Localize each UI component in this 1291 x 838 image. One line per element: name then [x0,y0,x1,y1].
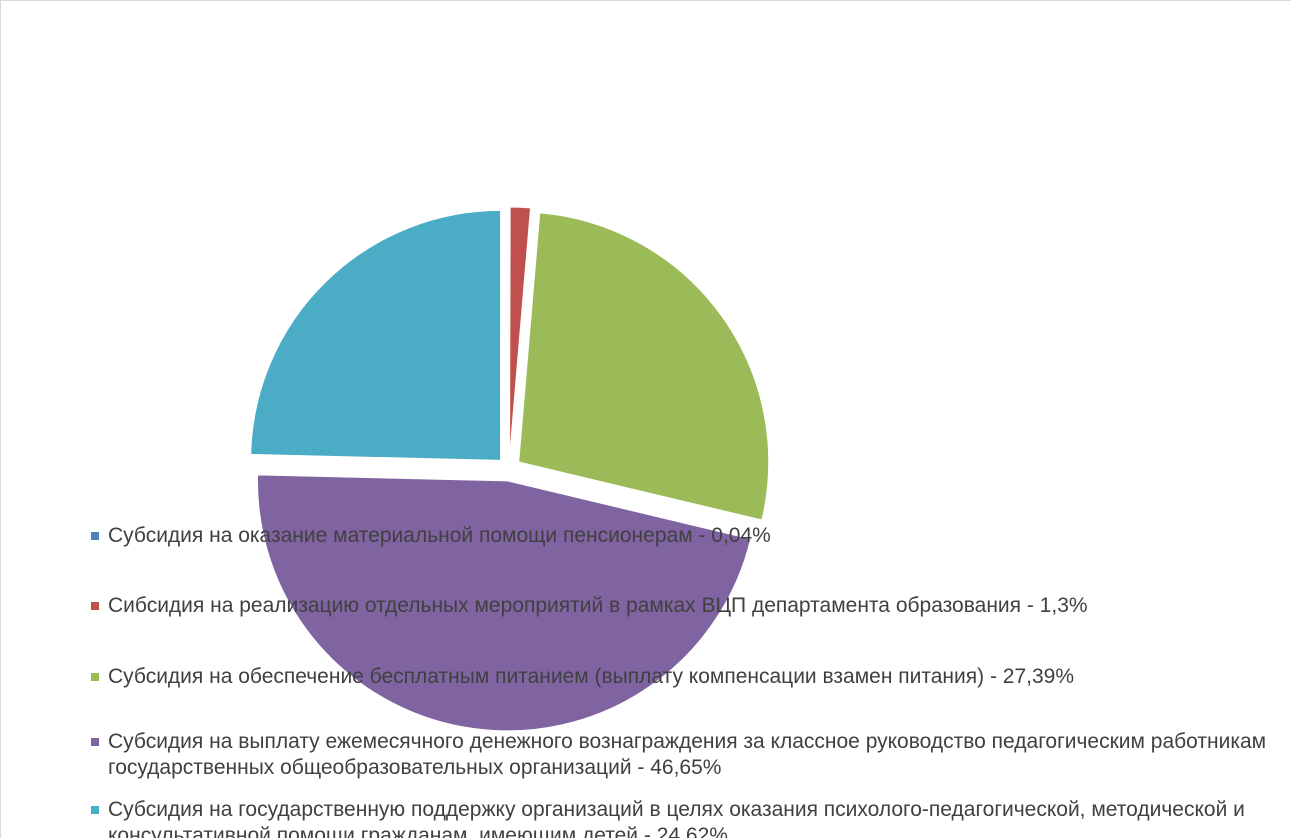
legend-item: Субсидия на оказание материальной помощи… [89,523,1269,549]
pie-slice-1 [508,206,511,458]
legend-label: Сибсидия на реализацию отдельных меропри… [108,594,1088,617]
legend-label: Субсидия на государственную поддержку ор… [108,798,1245,838]
legend-swatch [91,806,99,814]
legend-item: Субсидия на обеспечение бесплатным питан… [89,664,1269,690]
legend-swatch [91,738,99,746]
legend-swatch [91,602,99,610]
pie-slice-5 [250,209,502,461]
legend-swatch [91,673,99,681]
pie-slice-3 [518,212,770,521]
legend-swatch [91,532,99,540]
pie-slice-4 [257,474,752,732]
legend-item: Субсидия на государственную поддержку ор… [89,797,1269,838]
pie-slice-2 [509,206,532,458]
legend-label: Субсидия на обеспечение бесплатным питан… [108,665,1075,688]
legend-item: Субсидия на выплату ежемесячного денежно… [89,729,1269,781]
legend-label: Субсидия на выплату ежемесячного денежно… [108,730,1267,779]
legend-item: Сибсидия на реализацию отдельных меропри… [89,593,1269,619]
legend-label: Субсидия на оказание материальной помощи… [108,524,771,547]
